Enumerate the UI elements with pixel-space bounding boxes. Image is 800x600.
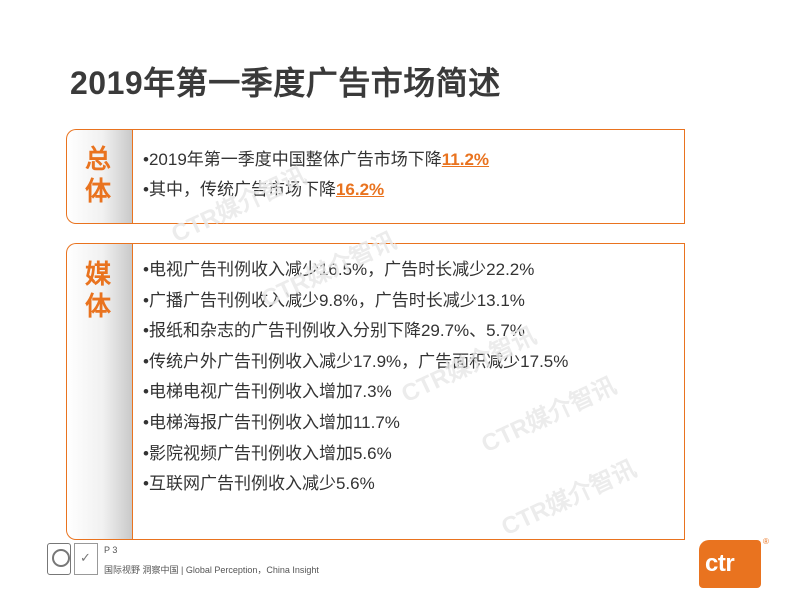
media-bullet-tv: •电视广告刊例收入减少16.5%，广告时长减少22.2%	[143, 260, 535, 279]
page-title: 2019年第一季度广告市场简述	[70, 65, 501, 101]
media-bullet-elevator-poster: •电梯海报广告刊例收入增加11.7%	[143, 412, 400, 432]
media-panel: •电视广告刊例收入减少16.5%，广告时长减少22.2% •广播广告刊例收入减少…	[132, 243, 685, 540]
summary-highlight-value: 11.2%	[441, 150, 490, 169]
summary-panel: •2019年第一季度中国整体广告市场下降11.2% •其中，传统广告市场下降16…	[132, 129, 685, 224]
certification-seal-icon	[47, 543, 71, 575]
summary-bullet-text: •其中，传统广告市场下降	[143, 180, 336, 199]
ctr-logo-text: ctr	[705, 550, 735, 577]
certification-logos	[47, 543, 99, 575]
summary-tab-label: 总 体	[67, 143, 129, 207]
summary-tab: 总 体	[66, 129, 132, 224]
summary-bullet-text: •2019年第一季度中国整体广告市场下降	[143, 150, 442, 169]
registered-mark: ®	[763, 537, 769, 546]
media-tab: 媒 体	[66, 243, 132, 540]
summary-bullet-list: •2019年第一季度中国整体广告市场下降11.2% •其中，传统广告市场下降16…	[143, 145, 674, 205]
footer-tagline: 国际视野 洞察中国 | Global Perception，China Insi…	[104, 565, 319, 575]
media-bullet-elevator-tv: •电梯电视广告刊例收入增加7.3%	[143, 382, 392, 402]
ctr-logo: ctr	[699, 540, 761, 588]
media-bullet-radio: •广播广告刊例收入减少9.8%，广告时长减少13.1%	[143, 290, 525, 310]
media-bullet-list: •电视广告刊例收入减少16.5%，广告时长减少22.2% •广播广告刊例收入减少…	[143, 255, 674, 500]
media-bullet-internet: •互联网广告刊例收入减少5.6%	[143, 474, 375, 494]
summary-tab-char-1: 总	[84, 144, 111, 174]
summary-bullet: •2019年第一季度中国整体广告市场下降11.2%	[143, 145, 674, 175]
media-bullet-print: •报纸和杂志的广告刊例收入分别下降29.7%、5.7%	[143, 321, 525, 341]
media-tab-char-2: 体	[84, 291, 111, 321]
media-bullet-outdoor: •传统户外广告刊例收入减少17.9%，广告面积减少17.5%	[143, 351, 569, 371]
summary-bullet: •其中，传统广告市场下降16.2%	[143, 175, 674, 205]
media-tab-label: 媒 体	[67, 258, 129, 322]
summary-highlight-value: 16.2%	[335, 180, 385, 199]
media-bullet-cinema: •影院视频广告刊例收入增加5.6%	[143, 443, 392, 463]
certification-check-icon	[74, 543, 98, 575]
media-tab-char-1: 媒	[84, 259, 111, 289]
page-number: P 3	[104, 545, 118, 555]
summary-tab-char-2: 体	[84, 176, 111, 206]
